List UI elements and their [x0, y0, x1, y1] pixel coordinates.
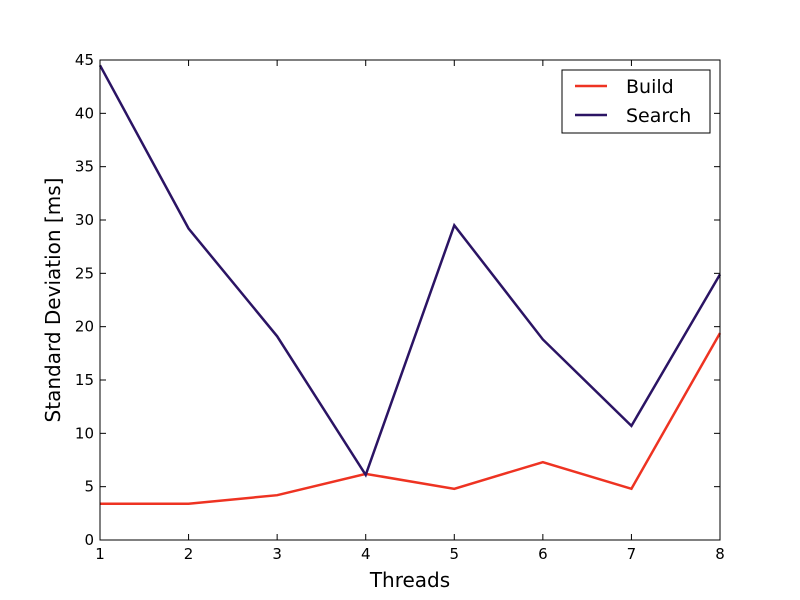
plot-frame — [99, 59, 721, 541]
x-tick-label: 6 — [538, 545, 548, 563]
x-tick-label: 1 — [95, 545, 105, 563]
x-tick-label: 2 — [184, 545, 194, 563]
y-tick-labels: 0 5 10 15 20 25 30 35 40 45 — [75, 51, 94, 549]
x-tick-label: 8 — [715, 545, 725, 563]
y-tick-label: 25 — [75, 264, 94, 282]
y-tick-label: 30 — [75, 211, 94, 229]
series-lines — [98, 64, 722, 505]
legend-label-build: Build — [626, 76, 674, 98]
x-tick-label: 5 — [450, 545, 460, 563]
x-tick-label: 3 — [272, 545, 282, 563]
x-axis-title: Threads — [369, 568, 450, 592]
y-tick-label: 0 — [84, 531, 94, 549]
y-tick-label: 40 — [75, 104, 94, 122]
legend: Build Search — [561, 69, 711, 134]
plot-background — [100, 60, 720, 540]
legend-box — [561, 69, 711, 134]
y-tick-label: 10 — [75, 424, 94, 442]
y-tick-label: 20 — [75, 318, 94, 336]
series-line-build — [100, 332, 722, 505]
series-line-search — [98, 64, 722, 478]
x-tick-labels: 1 2 3 4 5 6 7 8 — [95, 545, 725, 563]
x-tick-label: 4 — [361, 545, 371, 563]
y-axis-title: Standard Deviation [ms] — [41, 178, 65, 423]
y-tick-label: 15 — [75, 371, 94, 389]
y-tick-label: 45 — [75, 51, 94, 69]
x-tick-label: 7 — [627, 545, 637, 563]
legend-label-search: Search — [626, 105, 691, 127]
y-tick-label: 5 — [84, 478, 94, 496]
y-tick-label: 35 — [75, 158, 94, 176]
